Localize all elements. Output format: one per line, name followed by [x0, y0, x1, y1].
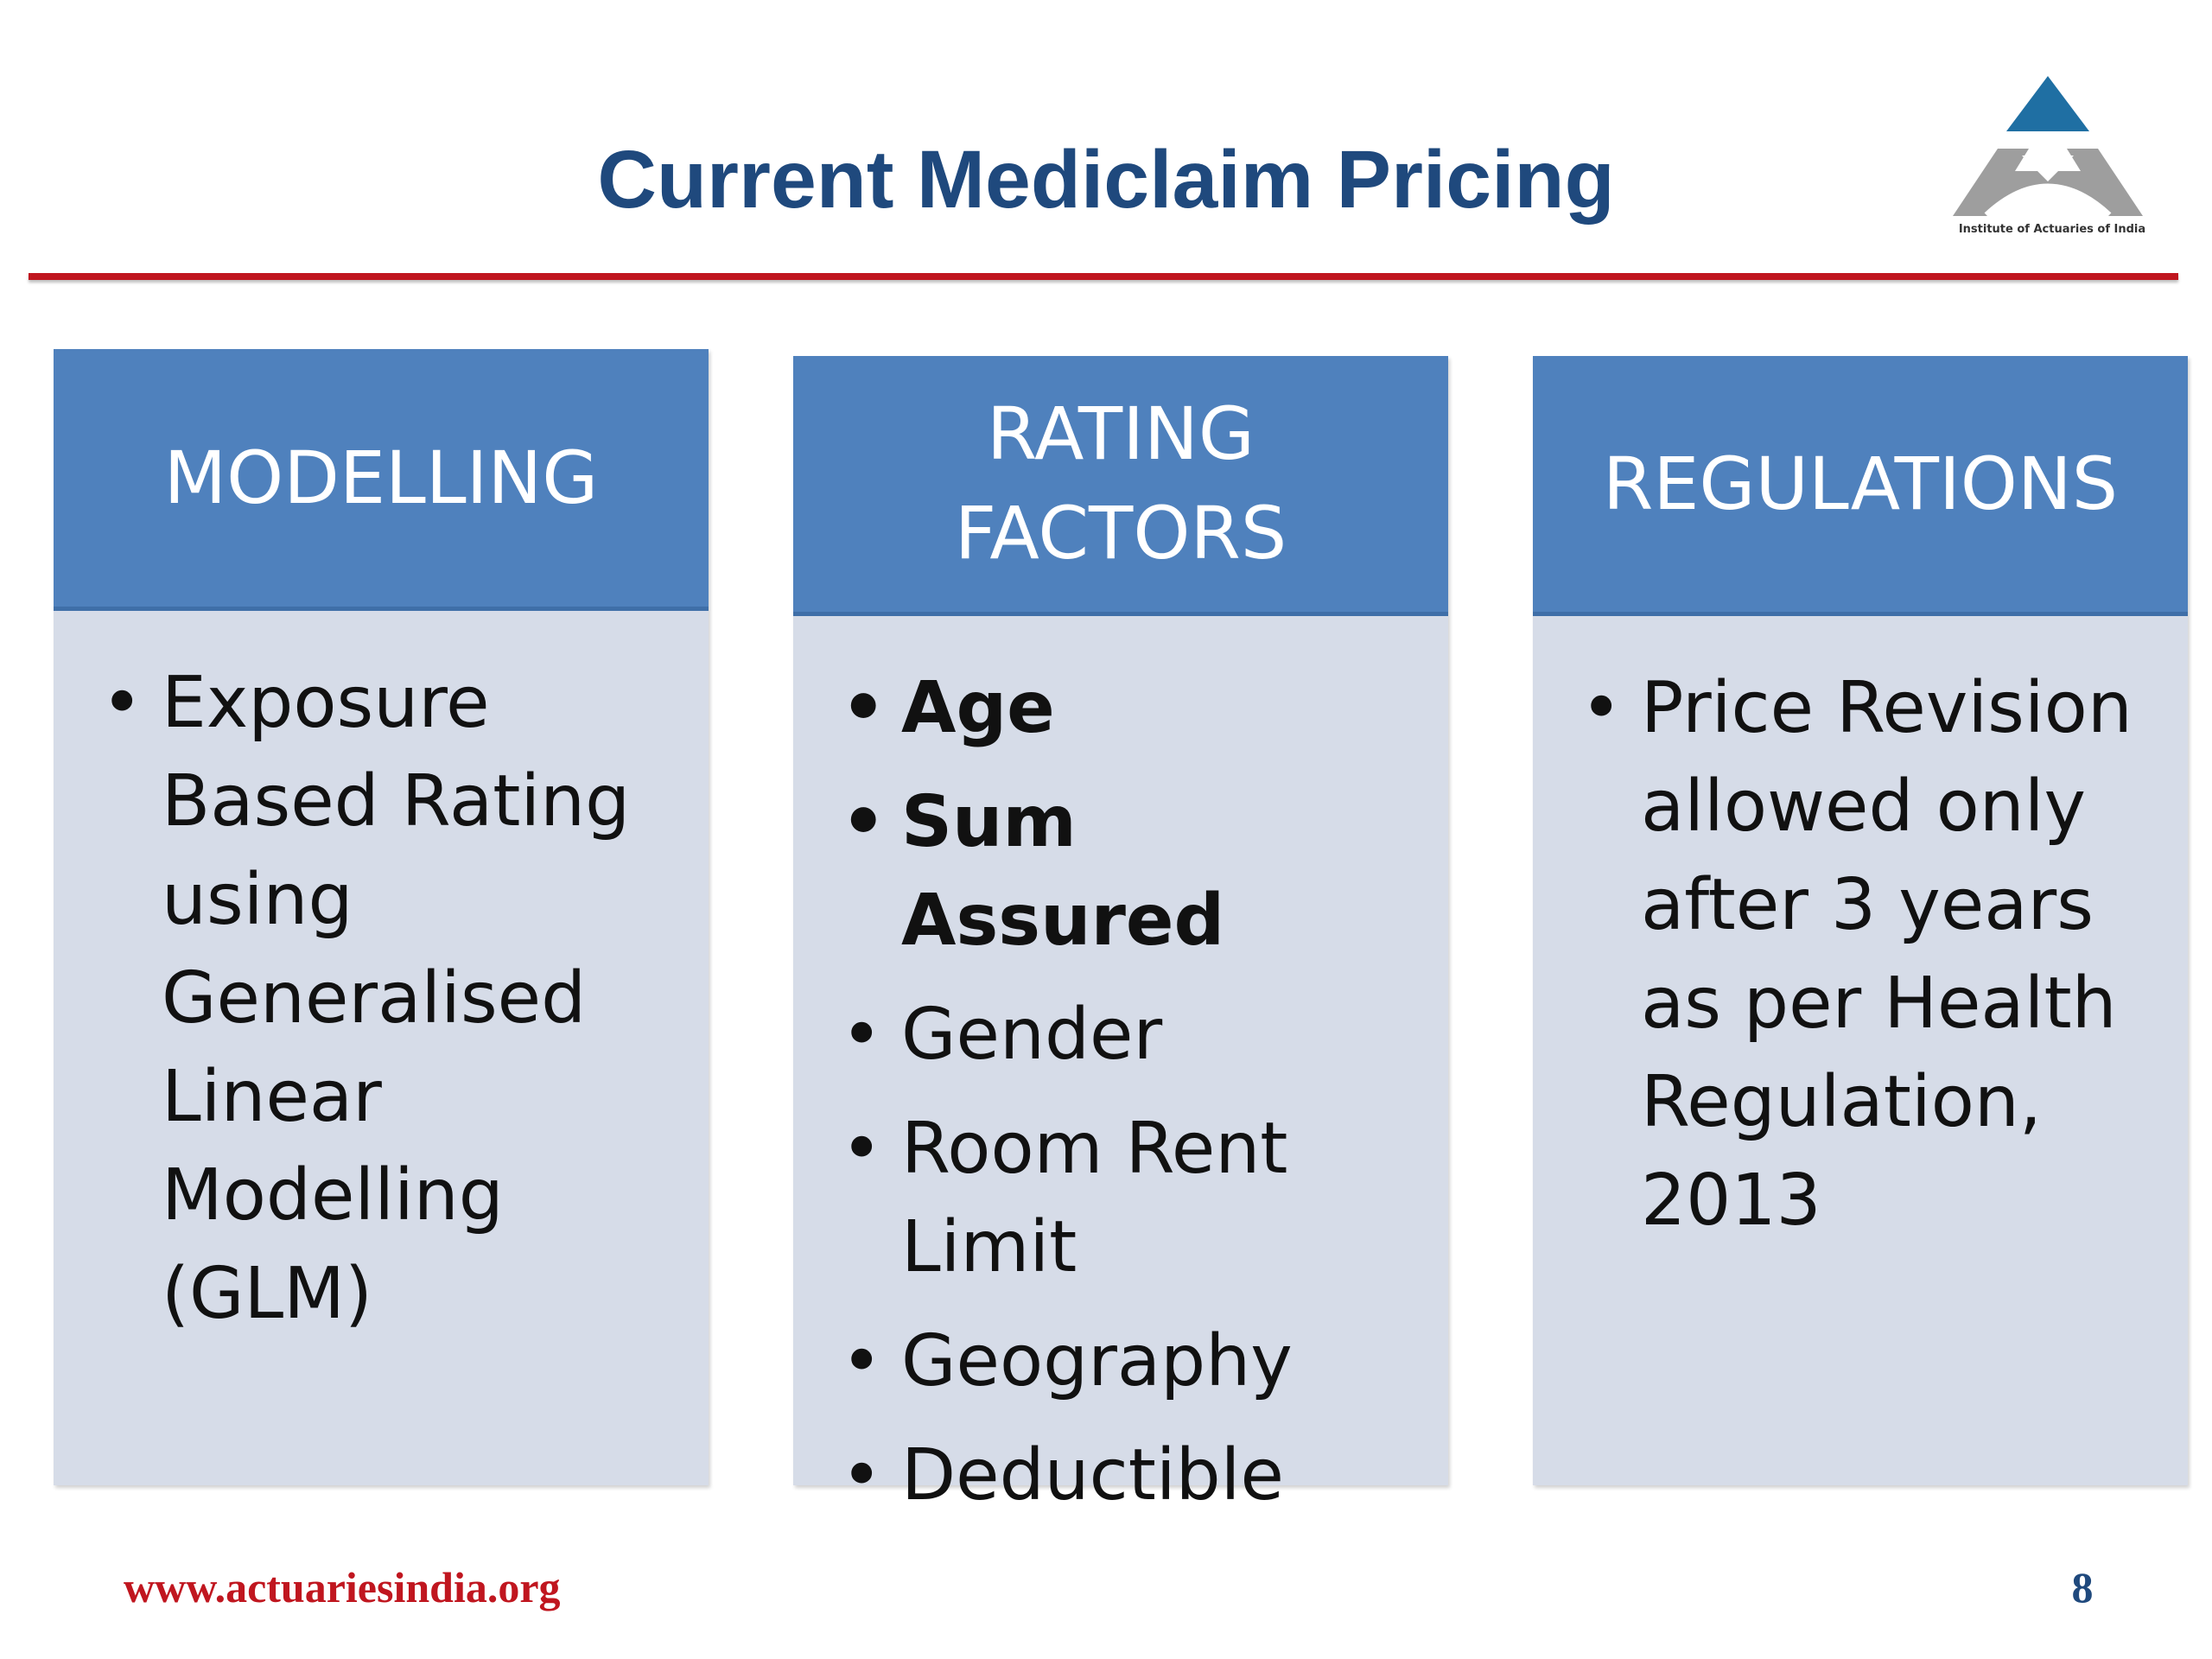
list-item: Exposure Based Rating using Generalised … — [101, 654, 674, 1344]
footer-url-link[interactable]: www.actuariesindia.org — [124, 1563, 561, 1611]
list-item: Geography — [841, 1313, 1414, 1411]
title-divider — [29, 273, 2178, 280]
card-regulations: REGULATIONS Price Revision allowed only … — [1533, 356, 2188, 1485]
card-body-regulations: Price Revision allowed only after 3 year… — [1533, 616, 2188, 1485]
page-number: 8 — [2071, 1563, 2094, 1611]
card-body-rating-factors: Age Sum Assured Gender Room Rent Limit G… — [793, 616, 1448, 1525]
bullet-list: Price Revision allowed only after 3 year… — [1580, 659, 2153, 1250]
card-header-label: REGULATIONS — [1602, 441, 2119, 526]
slide-title: Current Mediclaim Pricing — [597, 134, 1615, 226]
card-header-label: RATING FACTORS — [954, 391, 1287, 575]
bullet-list: Exposure Based Rating using Generalised … — [101, 654, 674, 1344]
institute-logo-icon — [1953, 76, 2143, 219]
list-item: Sum Assured — [841, 773, 1414, 970]
card-modelling: MODELLING Exposure Based Rating using Ge… — [54, 349, 709, 1485]
list-item: Room Rent Limit — [841, 1100, 1414, 1297]
card-header-rating-factors: RATING FACTORS — [793, 356, 1448, 616]
card-header-regulations: REGULATIONS — [1533, 356, 2188, 616]
bullet-list: Age Sum Assured Gender Room Rent Limit G… — [841, 659, 1414, 1525]
card-header-modelling: MODELLING — [54, 349, 709, 611]
list-item: Price Revision allowed only after 3 year… — [1580, 659, 2153, 1250]
card-body-modelling: Exposure Based Rating using Generalised … — [54, 611, 709, 1485]
list-item: Deductible — [841, 1427, 1414, 1525]
list-item: Age — [841, 659, 1414, 758]
card-header-label: MODELLING — [163, 435, 599, 520]
card-rating-factors: RATING FACTORS Age Sum Assured Gender Ro… — [793, 356, 1448, 1525]
list-item: Gender — [841, 986, 1414, 1084]
logo-caption: Institute of Actuaries of India — [1958, 223, 2146, 236]
